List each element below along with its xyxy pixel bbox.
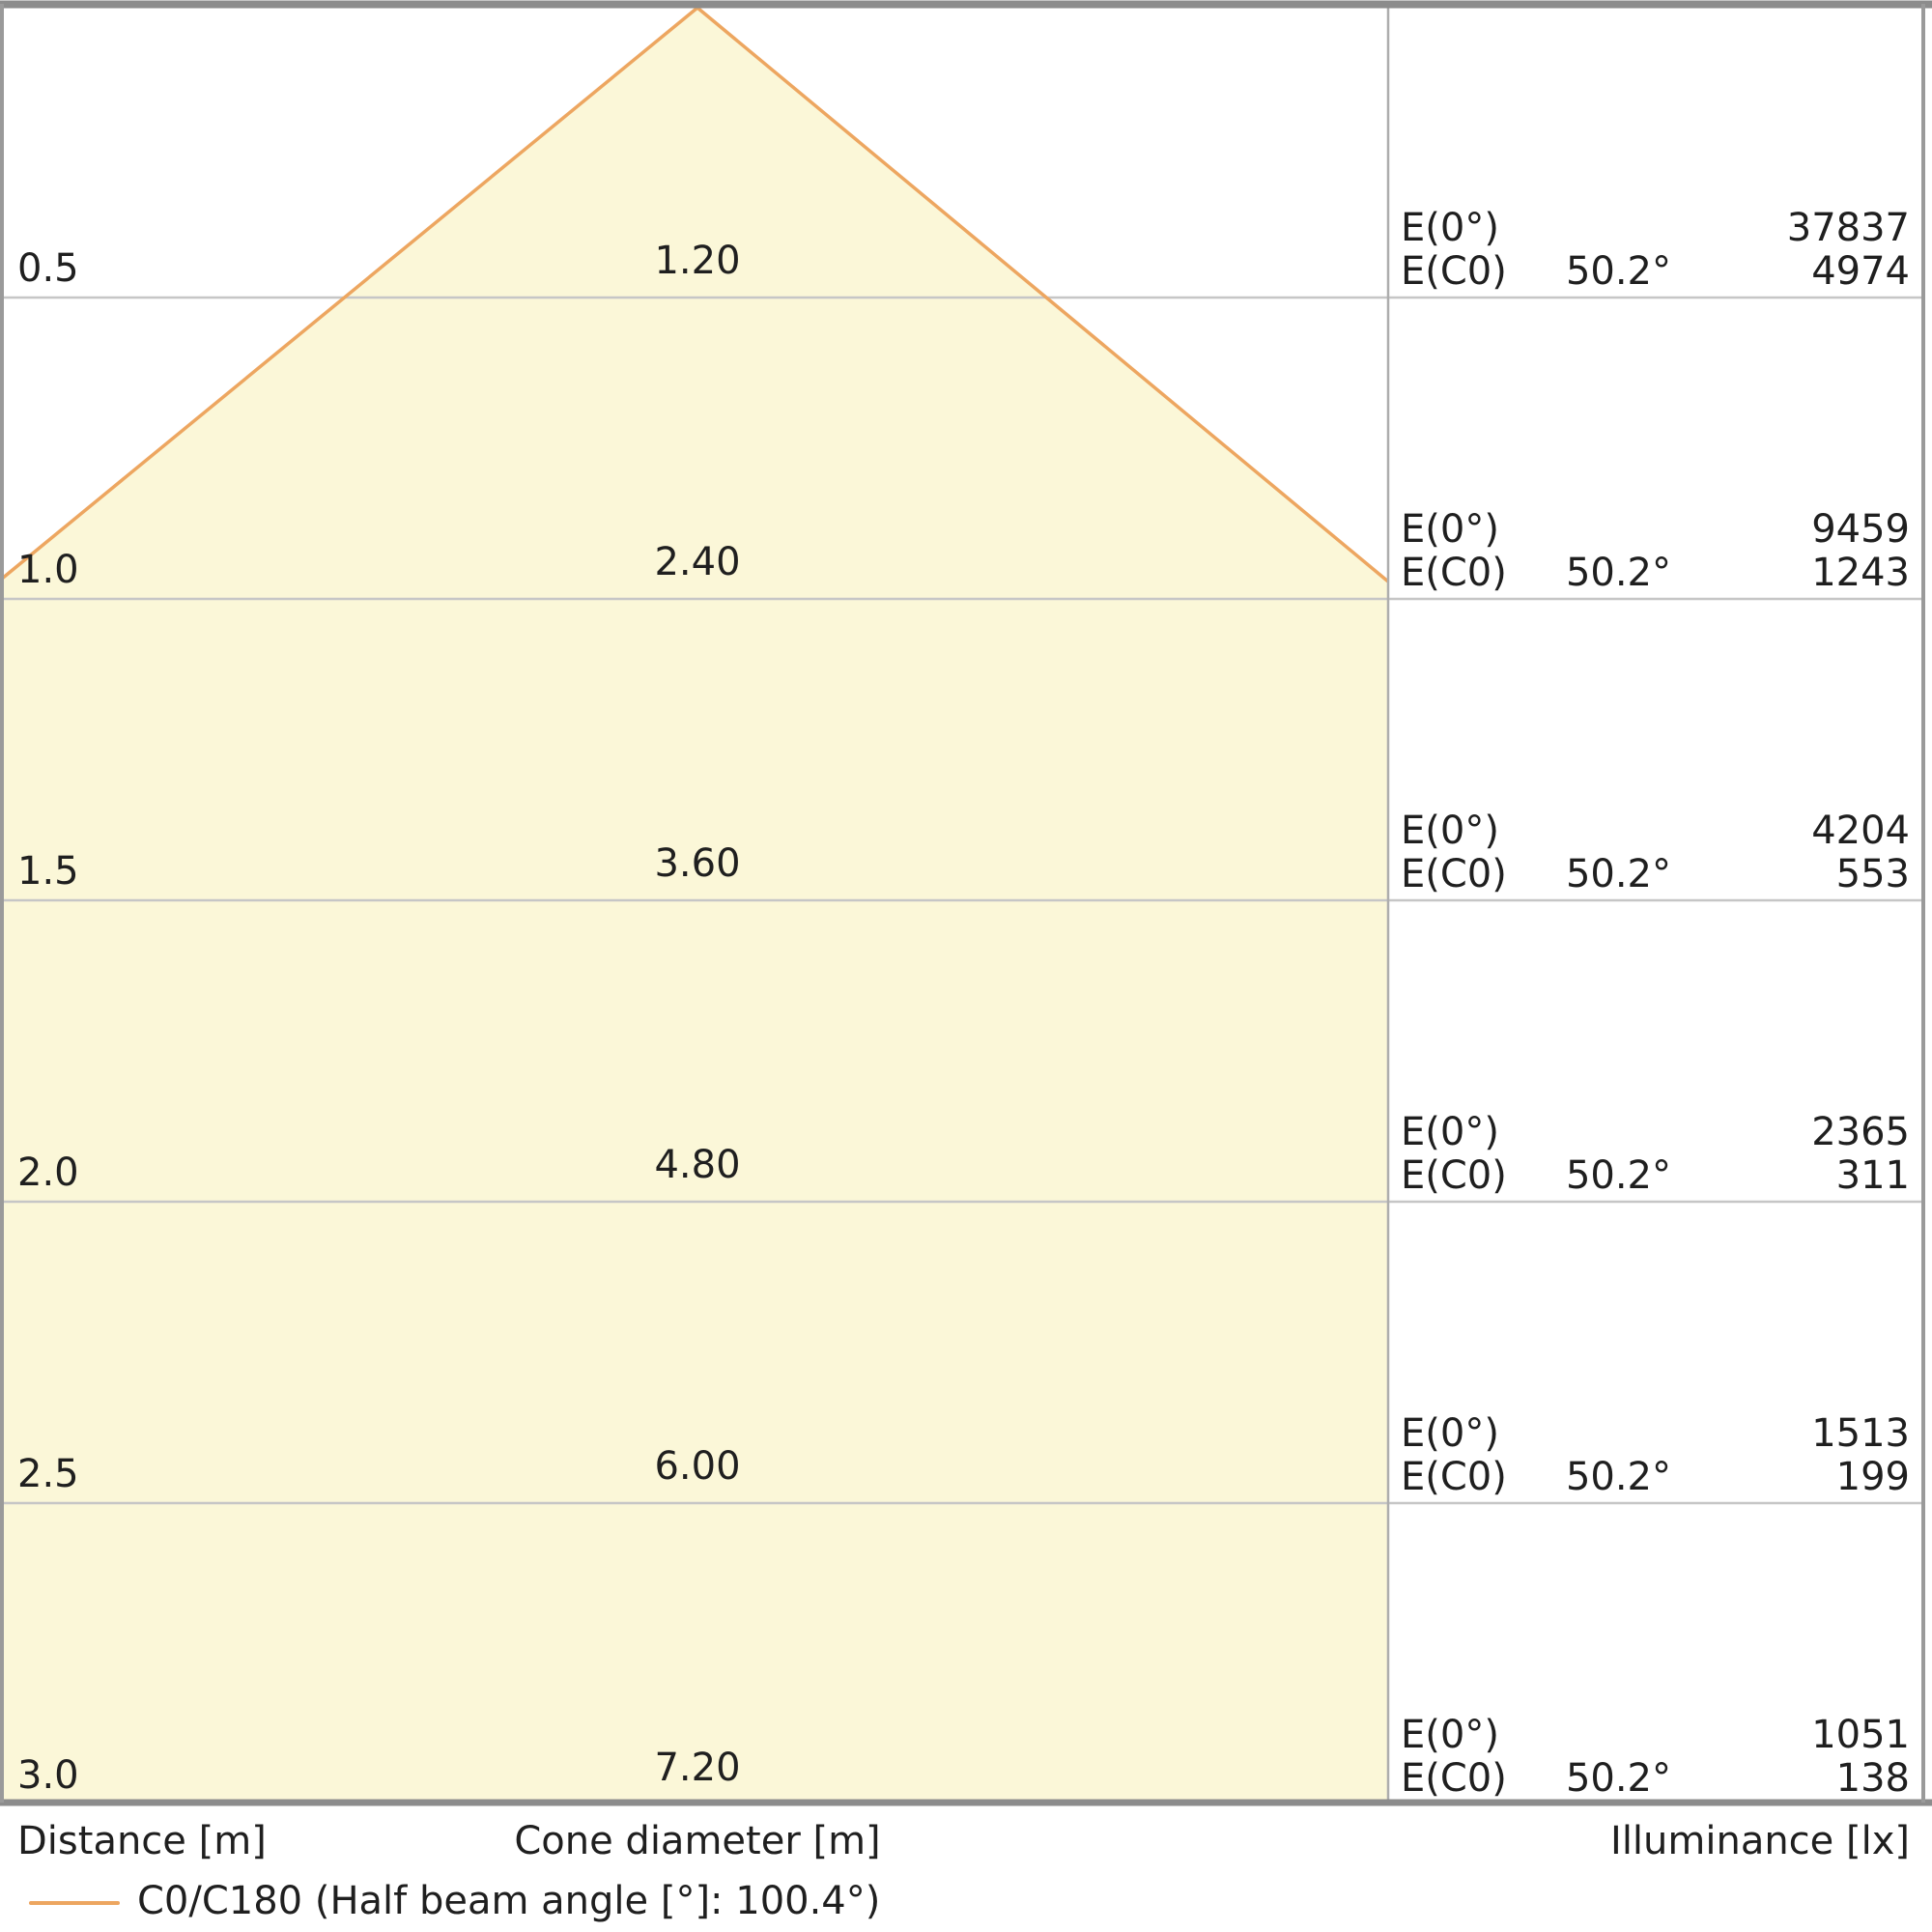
cone-diameter-value: 7.20	[654, 1746, 741, 1790]
beam-angle-value: 50.2°	[1565, 1756, 1671, 1801]
beam-angle-value: 50.2°	[1565, 551, 1671, 595]
e0-label: E(0°)	[1401, 507, 1499, 552]
e0-value: 2365	[1811, 1110, 1910, 1154]
e0-value: 1051	[1811, 1713, 1910, 1757]
e0-value: 1513	[1811, 1411, 1910, 1456]
illuminance-axis-caption: Illuminance [lx]	[1610, 1819, 1910, 1863]
illuminance-row: E(0°) 37837 E(C0) 50.2° 4974	[1401, 207, 1910, 294]
illuminance-row: E(0°) 1513 E(C0) 50.2° 199	[1401, 1412, 1910, 1499]
chart-border	[0, 0, 1932, 1806]
beam-angle-value: 50.2°	[1565, 1455, 1671, 1499]
distance-label: 2.5	[17, 1452, 79, 1496]
ec0-label: E(C0)	[1401, 1153, 1507, 1198]
light-cone-fill	[2, 8, 1388, 1801]
illuminance-row: E(0°) 9459 E(C0) 50.2° 1243	[1401, 508, 1910, 595]
ec0-label: E(C0)	[1401, 852, 1507, 896]
distance-label: 1.0	[17, 548, 79, 592]
distance-label: 1.5	[17, 849, 79, 894]
ec0-label: E(C0)	[1401, 1455, 1507, 1499]
ec0-value: 199	[1835, 1455, 1910, 1499]
e0-label: E(0°)	[1401, 206, 1499, 250]
cone-diameter-value: 1.20	[654, 239, 741, 283]
ec0-value: 553	[1835, 852, 1910, 896]
distance-label: 2.0	[17, 1151, 79, 1195]
illuminance-row: E(0°) 1051 E(C0) 50.2° 138	[1401, 1714, 1910, 1801]
illuminance-row: E(0°) 2365 E(C0) 50.2° 311	[1401, 1111, 1910, 1198]
e0-value: 9459	[1811, 507, 1910, 552]
e0-value: 4204	[1811, 809, 1910, 853]
distance-label: 0.5	[17, 246, 79, 291]
beam-angle-value: 50.2°	[1565, 852, 1671, 896]
cone-diameter-axis-caption: Cone diameter [m]	[514, 1819, 881, 1863]
beam-edge-lines	[0, 6, 1390, 583]
ec0-label: E(C0)	[1401, 1756, 1507, 1801]
e0-label: E(0°)	[1401, 809, 1499, 853]
cone-diameter-value: 6.00	[654, 1444, 741, 1489]
ec0-value: 4974	[1811, 249, 1910, 294]
c0-c180-line-swatch	[29, 1901, 120, 1905]
ec0-value: 1243	[1811, 551, 1910, 595]
ec0-value: 138	[1835, 1756, 1910, 1801]
illuminance-row: E(0°) 4204 E(C0) 50.2° 553	[1401, 810, 1910, 896]
cone-diameter-value: 2.40	[654, 540, 741, 584]
beam-angle-value: 50.2°	[1565, 249, 1671, 294]
legend: C0/C180 (Half beam angle [°]: 100.4°)	[29, 1878, 880, 1924]
ec0-value: 311	[1835, 1153, 1910, 1198]
e0-label: E(0°)	[1401, 1411, 1499, 1456]
distance-axis-caption: Distance [m]	[17, 1819, 267, 1863]
cone-diameter-value: 4.80	[654, 1143, 741, 1187]
legend-label: C0/C180 (Half beam angle [°]: 100.4°)	[137, 1879, 881, 1923]
ec0-label: E(C0)	[1401, 249, 1507, 294]
e0-label: E(0°)	[1401, 1110, 1499, 1154]
distance-label: 3.0	[17, 1753, 79, 1798]
cone-diameter-value: 3.60	[654, 841, 741, 886]
e0-value: 37837	[1786, 206, 1910, 250]
e0-label: E(0°)	[1401, 1713, 1499, 1757]
ec0-label: E(C0)	[1401, 551, 1507, 595]
beam-angle-value: 50.2°	[1565, 1153, 1671, 1198]
distance-gridlines	[2, 296, 1922, 1505]
